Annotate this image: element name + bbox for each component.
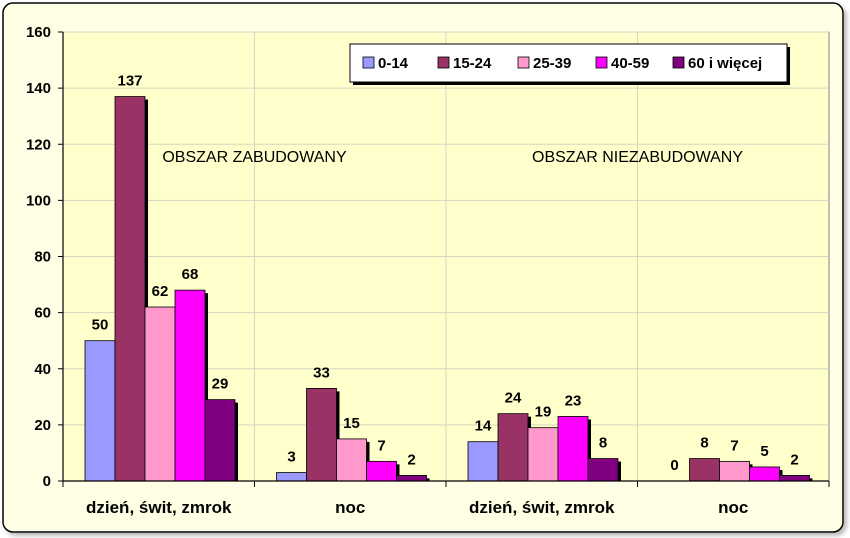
- y-tick-label: 60: [34, 305, 51, 322]
- bar-value-label: 7: [377, 437, 385, 454]
- x-category-label: dzień, świt, zmrok: [86, 498, 232, 517]
- bar-value-label: 0: [670, 457, 678, 474]
- y-tick-label: 40: [34, 361, 51, 378]
- y-tick-label: 120: [26, 136, 51, 153]
- bars: [84, 96, 813, 482]
- bar-value-label: 68: [182, 266, 199, 283]
- bar: [779, 474, 810, 482]
- y-tick-label: 140: [26, 80, 51, 97]
- legend-label: 0-14: [378, 55, 409, 72]
- bar: [557, 416, 589, 482]
- bar: [336, 438, 367, 482]
- bar: [749, 466, 780, 482]
- legend-swatch: [437, 56, 450, 69]
- bar-value-label: 8: [599, 435, 607, 452]
- bar: [306, 387, 337, 482]
- y-tick-label: 160: [26, 24, 51, 41]
- bar: [366, 460, 397, 482]
- bar-value-label: 137: [117, 73, 142, 90]
- x-category-label: noc: [335, 498, 365, 517]
- bar: [689, 458, 720, 482]
- bar-value-label: 29: [212, 376, 229, 393]
- bar-value-label: 24: [505, 390, 522, 407]
- bar-value-label: 50: [92, 317, 109, 334]
- legend-swatch: [595, 56, 608, 69]
- group-label: OBSZAR ZABUDOWANY: [162, 149, 347, 166]
- bar-value-label: 2: [407, 451, 415, 468]
- bar: [114, 96, 146, 482]
- legend-label: 60 i więcej: [688, 55, 762, 72]
- legend-swatch: [672, 56, 685, 69]
- x-category-label: dzień, świt, zmrok: [469, 498, 615, 517]
- x-axis: dzień, świt, zmrok noc dzień, świt, zmrok n…: [62, 480, 830, 517]
- bar-value-label: 7: [730, 437, 738, 454]
- bar: [719, 460, 750, 482]
- legend-label: 25-39: [533, 55, 571, 72]
- legend-swatch: [362, 56, 375, 69]
- bar-value-label: 2: [790, 451, 798, 468]
- bar: [587, 458, 619, 482]
- bar-value-label: 14: [475, 418, 492, 435]
- bar: [84, 340, 116, 482]
- legend: 0-14 15-24 25-39 40-59 60 i więcej: [349, 43, 790, 85]
- bar-value-label: 19: [535, 404, 552, 421]
- bar-value-label: 62: [152, 283, 169, 300]
- bar: [527, 427, 559, 482]
- group-label: OBSZAR NIEZABUDOWANY: [532, 149, 743, 166]
- bar: [144, 306, 176, 482]
- bar-value-label: 5: [760, 443, 768, 460]
- y-tick-label: 0: [43, 473, 51, 490]
- y-tick-label: 100: [26, 192, 51, 209]
- legend-box: [349, 43, 788, 83]
- value-labels: 50 3 14 0 137 33 24 8 62 15 19 7 68 7 23 5 29 2 8 2: [92, 73, 799, 474]
- legend-label: 40-59: [611, 55, 649, 72]
- bar: [276, 472, 307, 482]
- group-dividers: [254, 32, 638, 481]
- legend-label: 15-24: [453, 55, 492, 72]
- x-category-label: noc: [718, 498, 748, 517]
- bar: [174, 289, 206, 482]
- bar-value-label: 15: [343, 415, 360, 432]
- bar: [467, 441, 499, 482]
- bar: [497, 413, 529, 482]
- y-axis: 0 20 40 60 80 100 120 140 160: [26, 24, 64, 490]
- legend-swatch: [517, 56, 530, 69]
- bar: [396, 474, 427, 482]
- group-labels: OBSZAR ZABUDOWANY OBSZAR NIEZABUDOWANY: [162, 149, 743, 166]
- bar-value-label: 8: [700, 435, 708, 452]
- bar-value-label: 3: [287, 449, 295, 466]
- bar: [204, 399, 236, 482]
- y-tick-label: 80: [34, 249, 51, 266]
- y-tick-label: 20: [34, 417, 51, 434]
- bar-value-label: 33: [313, 364, 330, 381]
- bar-value-label: 23: [565, 392, 582, 409]
